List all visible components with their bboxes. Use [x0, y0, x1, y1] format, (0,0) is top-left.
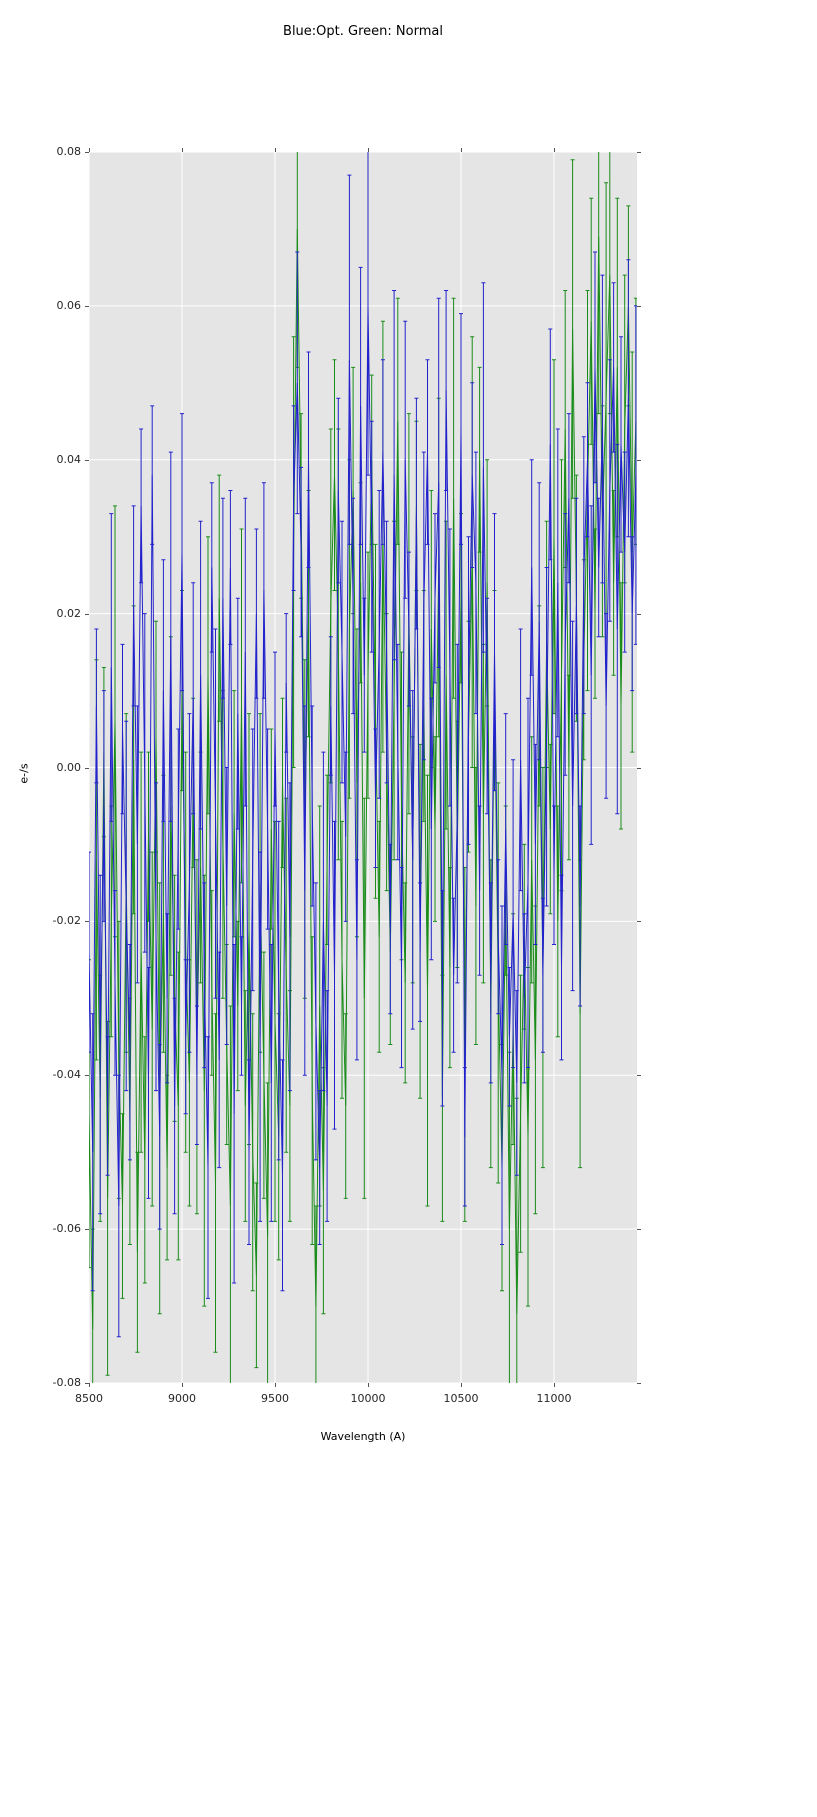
y-tick-right [637, 613, 641, 615]
plot-area [89, 152, 637, 1383]
y-tick [85, 1383, 89, 1384]
y-axis-label: e-/s [17, 763, 31, 784]
y-tick-label: 0.08 [56, 145, 82, 158]
x-tick [275, 1383, 276, 1387]
y-tick-right [637, 459, 641, 461]
y-tick-label: 0.06 [56, 298, 82, 312]
x-tick-top [461, 148, 463, 152]
y-tick-right [637, 767, 641, 769]
y-tick-right [637, 1229, 641, 1231]
x-axis-label: Wavelength (A) [320, 1430, 406, 1443]
y-tick-right [637, 1383, 641, 1384]
x-tick [368, 1383, 370, 1387]
y-tick-label: 0.02 [56, 606, 82, 620]
y-tick [85, 305, 89, 307]
y-tick [85, 1075, 89, 1077]
y-tick-label: 0.00 [56, 760, 82, 774]
x-tick-label: 10500 [443, 1392, 479, 1405]
x-tick-top [182, 148, 183, 152]
x-tick-top [368, 148, 370, 152]
x-tick-label: 9500 [261, 1392, 289, 1405]
y-tick-label: -0.04 [52, 1068, 81, 1082]
y-tick-right [637, 305, 641, 307]
y-tick-label: -0.08 [52, 1376, 81, 1389]
y-tick-label: 0.04 [56, 452, 82, 466]
y-tick [85, 921, 89, 923]
x-tick [182, 1383, 183, 1387]
y-tick-label: -0.02 [52, 914, 81, 928]
x-tick-top [89, 148, 90, 152]
plot-svg [89, 152, 637, 1383]
x-tick-label: 10000 [350, 1392, 386, 1405]
y-tick-label: -0.06 [52, 1222, 81, 1236]
x-tick [461, 1383, 463, 1387]
x-tick-label: 11000 [536, 1392, 572, 1405]
x-tick-label: 8500 [75, 1392, 103, 1405]
y-tick-right [637, 152, 641, 153]
y-tick [85, 767, 89, 769]
y-tick-right [637, 1075, 641, 1077]
y-tick-right [637, 921, 641, 923]
chart-title: Blue:Opt. Green: Normal [283, 24, 443, 39]
y-tick [85, 152, 89, 153]
x-tick [554, 1383, 556, 1387]
x-tick-top [275, 148, 276, 152]
y-tick [85, 459, 89, 461]
y-tick [85, 613, 89, 615]
y-tick [85, 1229, 89, 1231]
x-tick-top [554, 148, 556, 152]
x-tick [89, 1383, 90, 1387]
x-tick-label: 9000 [168, 1392, 196, 1405]
